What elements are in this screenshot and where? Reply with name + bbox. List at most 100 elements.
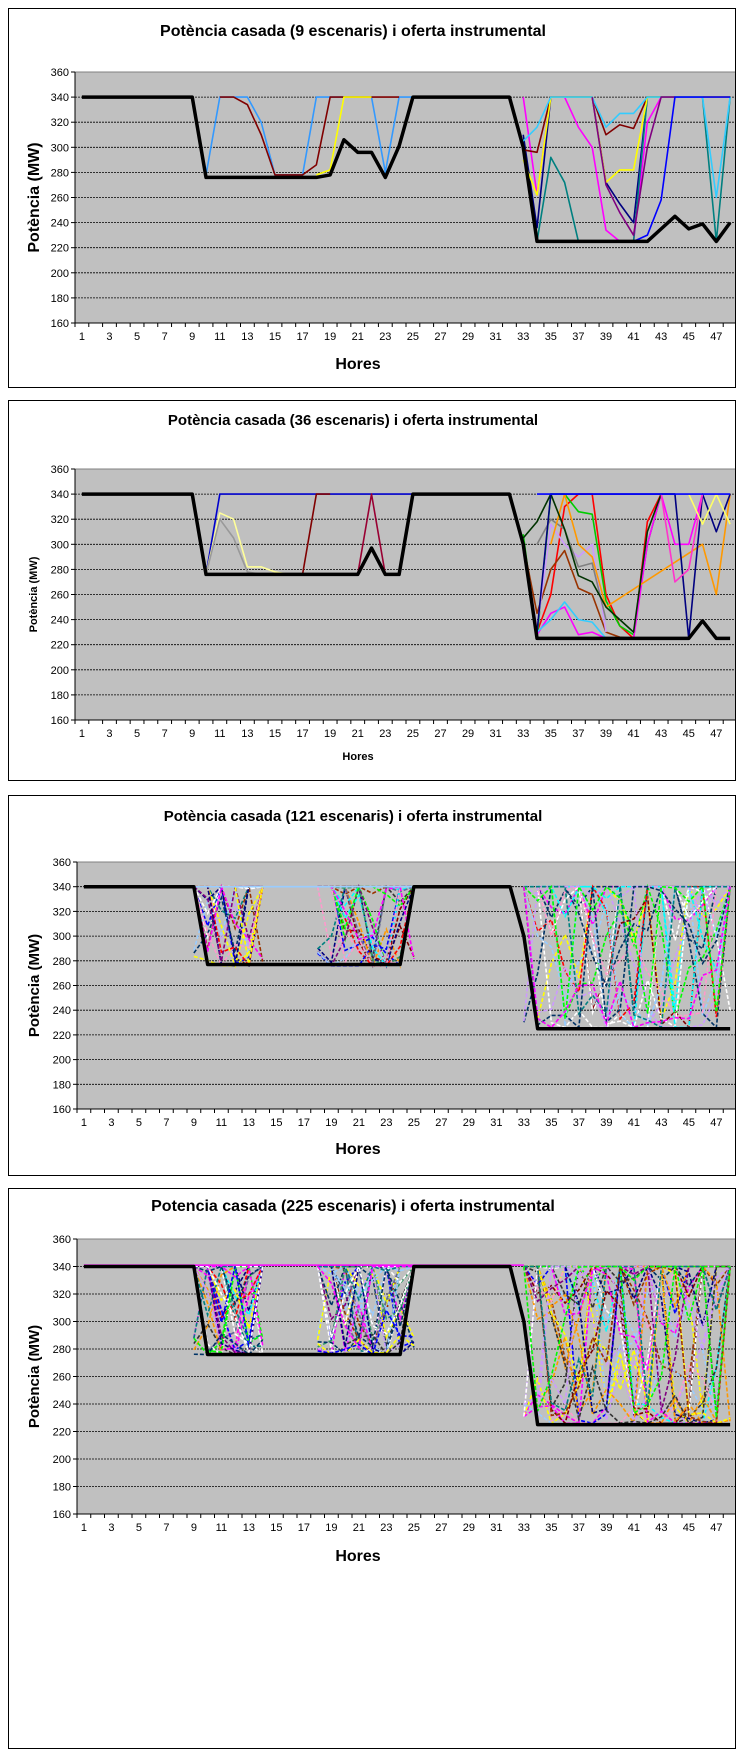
x-tick-label: 31 bbox=[490, 728, 502, 740]
y-tick-label: 280 bbox=[51, 564, 69, 576]
x-tick-label: 33 bbox=[518, 1522, 530, 1534]
y-tick-label: 200 bbox=[51, 665, 69, 677]
x-tick-label: 45 bbox=[683, 1522, 695, 1534]
x-tick-label: 23 bbox=[379, 728, 391, 740]
x-tick-label: 9 bbox=[189, 331, 195, 343]
x-tick-label: 11 bbox=[214, 331, 225, 343]
y-tick-label: 340 bbox=[51, 92, 69, 104]
x-tick-label: 9 bbox=[191, 1522, 197, 1534]
x-tick-label: 47 bbox=[710, 1117, 722, 1129]
x-tick-label: 17 bbox=[298, 1522, 310, 1534]
x-tick-label: 35 bbox=[545, 728, 557, 740]
x-tick-label: 15 bbox=[269, 331, 281, 343]
x-tick-label: 23 bbox=[379, 331, 391, 343]
y-axis-label: Potència (MW) bbox=[26, 142, 43, 252]
y-tick-label: 360 bbox=[53, 857, 71, 869]
x-tick-label: 35 bbox=[545, 1117, 557, 1129]
chart-panel-1: Potència casada (9 escenaris) i oferta i… bbox=[8, 8, 736, 388]
x-tick-label: 5 bbox=[136, 1522, 142, 1534]
x-axis-label: Hores bbox=[335, 1141, 380, 1158]
x-tick-label: 33 bbox=[518, 1117, 530, 1129]
x-tick-label: 41 bbox=[628, 1522, 640, 1534]
y-tick-label: 320 bbox=[53, 1289, 71, 1301]
y-tick-label: 180 bbox=[53, 1079, 71, 1091]
chart-panel-2: Potència casada (36 escenaris) i oferta … bbox=[8, 400, 736, 781]
x-tick-label: 21 bbox=[353, 1522, 365, 1534]
x-tick-label: 19 bbox=[325, 1117, 337, 1129]
x-tick-label: 25 bbox=[407, 331, 419, 343]
x-tick-label: 37 bbox=[572, 728, 584, 740]
x-tick-label: 17 bbox=[298, 1117, 310, 1129]
y-axis-label: Potència (MW) bbox=[26, 1325, 43, 1428]
x-tick-label: 45 bbox=[683, 728, 695, 740]
y-tick-label: 360 bbox=[53, 1234, 71, 1246]
x-tick-label: 39 bbox=[600, 728, 612, 740]
y-tick-label: 300 bbox=[53, 1317, 71, 1329]
x-tick-label: 29 bbox=[463, 1117, 475, 1129]
x-tick-label: 33 bbox=[517, 728, 529, 740]
x-axis-label: Hores bbox=[335, 1548, 380, 1565]
x-tick-label: 39 bbox=[600, 331, 612, 343]
x-tick-label: 17 bbox=[296, 728, 308, 740]
y-tick-label: 180 bbox=[53, 1482, 71, 1494]
x-tick-label: 27 bbox=[434, 728, 446, 740]
x-tick-label: 21 bbox=[352, 331, 364, 343]
x-tick-label: 3 bbox=[108, 1522, 114, 1534]
y-tick-label: 200 bbox=[51, 268, 69, 280]
x-axis-label: Hores bbox=[335, 356, 380, 373]
x-tick-label: 37 bbox=[573, 1117, 585, 1129]
y-tick-label: 260 bbox=[51, 193, 69, 205]
y-tick-label: 260 bbox=[53, 981, 71, 993]
y-tick-label: 340 bbox=[53, 1262, 71, 1274]
y-tick-label: 340 bbox=[53, 882, 71, 894]
x-tick-label: 29 bbox=[462, 331, 474, 343]
chart-svg: Potència casada (121 escenaris) i oferta… bbox=[9, 796, 736, 1176]
x-tick-label: 1 bbox=[79, 331, 85, 343]
x-tick-label: 39 bbox=[600, 1117, 612, 1129]
x-tick-label: 11 bbox=[216, 1117, 227, 1129]
x-tick-label: 41 bbox=[627, 728, 639, 740]
y-tick-label: 220 bbox=[51, 243, 69, 255]
x-tick-label: 9 bbox=[189, 728, 195, 740]
chart-svg: Potència casada (36 escenaris) i oferta … bbox=[9, 401, 736, 781]
y-tick-label: 360 bbox=[51, 464, 69, 476]
x-tick-label: 37 bbox=[572, 331, 584, 343]
x-tick-label: 17 bbox=[296, 331, 308, 343]
x-tick-label: 27 bbox=[435, 1117, 447, 1129]
x-tick-label: 25 bbox=[408, 1117, 420, 1129]
x-tick-label: 23 bbox=[380, 1117, 392, 1129]
x-tick-label: 1 bbox=[81, 1117, 87, 1129]
y-tick-label: 240 bbox=[51, 615, 69, 627]
x-tick-label: 7 bbox=[163, 1522, 169, 1534]
x-tick-label: 1 bbox=[79, 728, 85, 740]
y-tick-label: 300 bbox=[51, 539, 69, 551]
chart-title: Potència casada (9 escenaris) i oferta i… bbox=[160, 23, 546, 40]
x-tick-label: 13 bbox=[241, 728, 253, 740]
x-tick-label: 41 bbox=[627, 331, 639, 343]
x-tick-label: 31 bbox=[490, 331, 502, 343]
x-tick-label: 29 bbox=[462, 728, 474, 740]
x-tick-label: 37 bbox=[573, 1522, 585, 1534]
x-tick-label: 13 bbox=[241, 331, 253, 343]
x-tick-label: 1 bbox=[81, 1522, 87, 1534]
x-tick-label: 25 bbox=[408, 1522, 420, 1534]
x-tick-label: 3 bbox=[108, 1117, 114, 1129]
chart-svg: Potencia casada (225 escenaris) i oferta… bbox=[9, 1189, 736, 1749]
chart-panel-3: Potència casada (121 escenaris) i oferta… bbox=[8, 795, 736, 1176]
y-tick-label: 180 bbox=[51, 690, 69, 702]
x-tick-label: 5 bbox=[134, 728, 140, 740]
x-tick-label: 27 bbox=[435, 1522, 447, 1534]
x-tick-label: 43 bbox=[655, 331, 667, 343]
x-tick-label: 5 bbox=[136, 1117, 142, 1129]
x-axis-label: Hores bbox=[342, 751, 373, 763]
y-tick-label: 220 bbox=[53, 1427, 71, 1439]
x-tick-label: 33 bbox=[517, 331, 529, 343]
y-tick-label: 260 bbox=[53, 1372, 71, 1384]
x-tick-label: 23 bbox=[380, 1522, 392, 1534]
x-tick-label: 43 bbox=[655, 1117, 667, 1129]
x-tick-label: 41 bbox=[628, 1117, 640, 1129]
y-tick-label: 280 bbox=[51, 167, 69, 179]
x-tick-label: 29 bbox=[463, 1522, 475, 1534]
x-tick-label: 3 bbox=[106, 728, 112, 740]
y-tick-label: 320 bbox=[51, 117, 69, 129]
